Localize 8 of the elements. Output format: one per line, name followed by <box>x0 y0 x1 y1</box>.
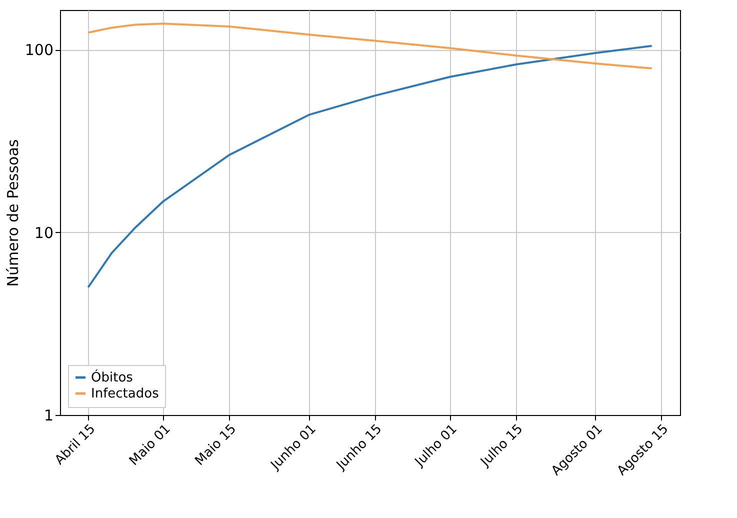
legend-label: Infectados <box>91 386 160 402</box>
y-tick-label: 1 <box>44 406 54 424</box>
y-axis-title: Número de Pessoas <box>4 139 22 287</box>
y-tick-label: 10 <box>34 224 54 242</box>
y-tick-label: 100 <box>24 41 54 60</box>
line-series <box>87 22 653 70</box>
line-series <box>87 44 653 288</box>
legend-label: Óbitos <box>91 368 134 386</box>
